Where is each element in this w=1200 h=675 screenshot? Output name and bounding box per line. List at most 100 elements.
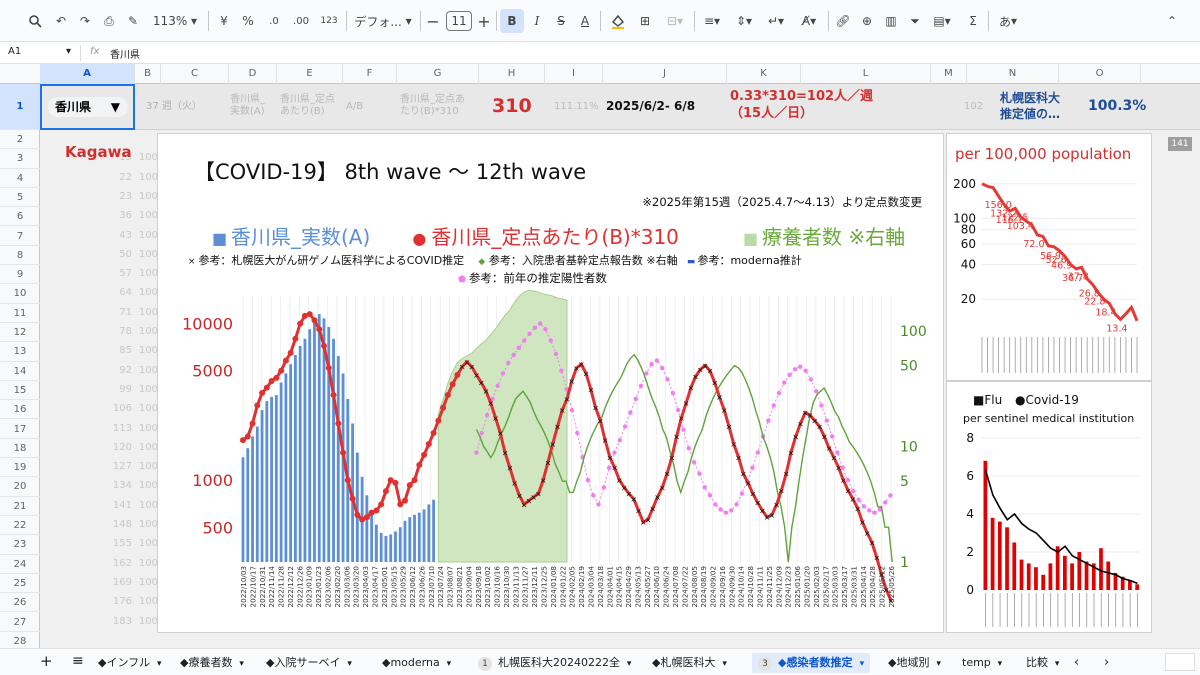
font-size-decrease-button[interactable]: − — [426, 11, 440, 31]
region-dropdown[interactable]: 香川県 ▼ — [48, 97, 128, 117]
marker-sapporo-estimate: × — [788, 449, 795, 458]
text-wrap-icon[interactable]: ↵▾ — [767, 14, 785, 28]
scroll-left-icon[interactable]: ‹ — [1074, 655, 1080, 670]
row-header[interactable]: 22 — [0, 516, 40, 536]
column-header[interactable]: F — [343, 64, 397, 84]
fill-color-icon[interactable] — [606, 9, 630, 33]
vertical-align-icon[interactable]: ⇕▾ — [735, 14, 753, 28]
row-header[interactable]: 17 — [0, 420, 40, 439]
per-100k-chart[interactable]: per 100,000 population 200 100 80 60 40 20 156… — [946, 133, 1152, 381]
formula-input[interactable]: 香川県 — [110, 50, 140, 61]
row-header[interactable]: 23 — [0, 535, 40, 555]
row-header[interactable]: 15 — [0, 381, 40, 401]
sheet-tab[interactable]: ◆入院サーベイ ▾ — [266, 653, 352, 673]
bold-button[interactable]: B — [500, 9, 524, 33]
column-header[interactable]: M — [931, 64, 967, 84]
row-header[interactable]: 11 — [0, 304, 40, 323]
search-menus-icon[interactable] — [24, 9, 46, 33]
add-sheet-icon[interactable]: + — [40, 652, 53, 670]
filter-views-icon[interactable]: ▤▾ — [933, 14, 951, 28]
row-header[interactable]: 3 — [0, 149, 40, 169]
column-header[interactable]: I — [545, 64, 603, 84]
functions-icon[interactable]: Σ — [969, 14, 977, 28]
text-rotation-icon[interactable]: A̸▾ — [801, 14, 817, 28]
sheet-tab[interactable]: ◆地域別 ▾ — [888, 653, 941, 673]
percent-format-button[interactable]: % — [242, 14, 254, 28]
name-box[interactable]: A1 ▾ — [8, 46, 74, 57]
row-header[interactable]: 12 — [0, 323, 40, 343]
redo-icon[interactable]: ↷ — [79, 14, 91, 28]
insert-chart-icon[interactable]: ▥ — [885, 14, 897, 28]
filter-icon[interactable]: ⏷ — [910, 13, 920, 28]
column-header[interactable]: H — [479, 64, 545, 84]
print-icon[interactable]: ⎙ — [104, 13, 114, 28]
point-prev-year — [856, 497, 861, 502]
sheet-tab[interactable]: ◆療養者数 ▾ — [180, 653, 244, 673]
main-chart[interactable]: 【COVID-19】 8th wave 〜 12th wave ※2025年第1… — [157, 133, 944, 633]
insert-link-icon[interactable]: 🔗︎ — [835, 14, 851, 28]
insert-comment-icon[interactable]: ⊕ — [861, 14, 873, 28]
row-header[interactable]: 1 — [0, 84, 40, 130]
row-header[interactable]: 6 — [0, 207, 40, 227]
row-header[interactable]: 18 — [0, 439, 40, 459]
column-header[interactable]: E — [277, 64, 343, 84]
row-header[interactable]: 5 — [0, 188, 40, 208]
column-header[interactable]: K — [727, 64, 801, 84]
row-header[interactable]: 13 — [0, 342, 40, 362]
column-header[interactable]: J — [603, 64, 727, 84]
selected-cell-a1[interactable]: 香川県 ▼ — [40, 84, 135, 130]
font-family-select[interactable]: デフォ... ▾ — [354, 14, 412, 29]
strikethrough-button[interactable]: S — [557, 14, 565, 28]
sheet-tab[interactable]: temp ▾ — [962, 653, 1002, 673]
row-header[interactable]: 27 — [0, 613, 40, 632]
sheet-tab[interactable]: ◆札幌医科大 ▾ — [652, 653, 727, 673]
sheet-tab[interactable]: 1 札幌医科大20240222全 ▾ — [478, 653, 631, 673]
row-header[interactable]: 20 — [0, 477, 40, 497]
row-header[interactable]: 24 — [0, 555, 40, 574]
increase-decimal-button[interactable]: .00 — [293, 15, 309, 27]
decrease-decimal-button[interactable]: .0 — [269, 15, 279, 27]
column-header[interactable]: N — [967, 64, 1059, 84]
font-size-input[interactable]: 11 — [446, 11, 472, 31]
scrollbar[interactable] — [1165, 653, 1195, 671]
sheet-tab[interactable]: 3 ◆感染者数推定 ▾ — [752, 653, 871, 673]
more-formats-button[interactable]: 123 — [320, 16, 338, 26]
currency-format-button[interactable]: ¥ — [220, 14, 228, 28]
row-header[interactable]: 21 — [0, 497, 40, 516]
row-header[interactable]: 19 — [0, 458, 40, 478]
undo-icon[interactable]: ↶ — [55, 14, 67, 28]
row-header[interactable]: 2 — [0, 130, 40, 150]
sheet-tab[interactable]: ◆moderna ▾ — [382, 653, 451, 673]
zoom-select[interactable]: 113% ▾ — [152, 14, 198, 28]
all-sheets-icon[interactable]: ≡ — [72, 653, 84, 669]
row-header[interactable]: 8 — [0, 246, 40, 266]
column-header[interactable]: O — [1059, 64, 1141, 84]
paint-format-icon[interactable]: ✎ — [127, 14, 139, 28]
row-header[interactable]: 26 — [0, 593, 40, 613]
row-header[interactable]: 7 — [0, 227, 40, 246]
scroll-right-icon[interactable]: › — [1104, 655, 1110, 670]
column-header[interactable]: G — [397, 64, 479, 84]
column-header[interactable]: L — [801, 64, 931, 84]
column-header[interactable]: D — [229, 64, 277, 84]
italic-button[interactable]: I — [534, 14, 540, 28]
row-header[interactable]: 10 — [0, 284, 40, 304]
input-tools-button[interactable]: あ ▾ — [998, 14, 1018, 29]
horizontal-align-icon[interactable]: ≡▾ — [703, 14, 721, 28]
font-size-increase-button[interactable]: + — [477, 11, 491, 31]
row-header[interactable]: 16 — [0, 400, 40, 420]
sentinel-chart[interactable]: ■Flu ●Covid-19 per sentinel medical inst… — [946, 381, 1152, 633]
column-header[interactable]: C — [161, 64, 229, 84]
collapse-menu-icon[interactable]: ⌃ — [1166, 14, 1178, 28]
column-header[interactable]: A — [40, 64, 135, 84]
sheet-tab[interactable]: ◆インフル ▾ — [98, 653, 162, 673]
borders-icon[interactable]: ⊞ — [639, 14, 651, 28]
row-header[interactable]: 25 — [0, 574, 40, 594]
row-header[interactable]: 4 — [0, 169, 40, 188]
text-color-button[interactable]: A — [580, 14, 590, 28]
sheet-tab[interactable]: 比較 ▾ — [1026, 653, 1059, 673]
row-header[interactable]: 14 — [0, 362, 40, 381]
column-header[interactable]: B — [135, 64, 161, 84]
row-header[interactable]: 9 — [0, 265, 40, 285]
merge-cells-icon[interactable]: ⊟▾ — [666, 14, 684, 28]
